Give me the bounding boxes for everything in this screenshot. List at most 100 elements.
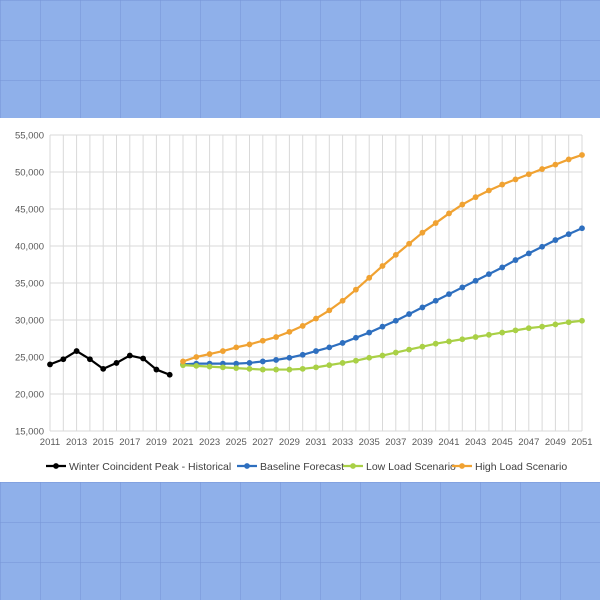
- x-tick-label: 2045: [492, 437, 513, 448]
- data-point: [419, 229, 426, 236]
- data-point: [472, 194, 479, 201]
- legend-marker-1: [244, 463, 250, 469]
- x-tick-label: 2023: [199, 437, 220, 448]
- data-point: [432, 297, 439, 304]
- data-point: [233, 365, 240, 371]
- data-point: [339, 297, 346, 304]
- data-point: [246, 360, 253, 366]
- data-point: [525, 325, 532, 332]
- data-point: [326, 362, 333, 369]
- data-point: [512, 327, 519, 334]
- series-lines: [47, 152, 585, 378]
- data-point: [565, 231, 572, 238]
- data-point: [499, 329, 506, 336]
- data-point: [512, 176, 519, 183]
- data-point: [499, 181, 506, 188]
- data-point: [419, 304, 426, 311]
- data-point: [273, 357, 279, 363]
- x-tick-label: 2027: [252, 437, 273, 448]
- data-point: [339, 340, 346, 346]
- data-point: [73, 348, 80, 354]
- legend-marker-2: [350, 463, 356, 469]
- data-point: [220, 348, 226, 354]
- data-point: [353, 334, 359, 341]
- data-point: [313, 364, 319, 371]
- x-tick-label: 2025: [226, 437, 247, 448]
- blurred-background-bottom: [0, 482, 600, 600]
- data-point: [286, 366, 293, 373]
- blurred-background-top: [0, 0, 600, 118]
- data-point: [459, 201, 466, 208]
- data-point: [87, 356, 93, 363]
- data-point: [259, 337, 266, 344]
- data-point: [299, 351, 306, 358]
- x-tick-label: 2029: [279, 437, 300, 448]
- x-tick-label: 2017: [119, 437, 140, 448]
- data-point: [299, 323, 306, 329]
- data-point: [579, 152, 585, 158]
- x-tick-label: 2021: [172, 437, 193, 448]
- data-point: [126, 352, 133, 359]
- data-point: [273, 366, 279, 373]
- series-line-0: [49, 349, 171, 376]
- data-point: [486, 187, 492, 194]
- data-point: [353, 286, 359, 293]
- data-point: [486, 331, 492, 338]
- data-point: [392, 317, 399, 324]
- y-tick-label: 30,000: [15, 316, 44, 327]
- y-tick-label: 20,000: [15, 390, 44, 401]
- data-point: [379, 323, 386, 330]
- legend-label-1: Baseline Forecast: [260, 461, 344, 473]
- data-point: [565, 156, 572, 163]
- data-point: [233, 344, 240, 351]
- data-point: [552, 161, 559, 168]
- x-tick-label: 2013: [66, 437, 87, 448]
- x-tick-label: 2049: [545, 437, 566, 448]
- y-tick-label: 35,000: [15, 279, 44, 290]
- x-tick-label: 2035: [359, 437, 380, 448]
- data-point: [539, 243, 545, 250]
- data-point: [353, 357, 359, 364]
- x-tick-label: 2043: [465, 437, 486, 448]
- data-point: [100, 365, 107, 372]
- data-point: [259, 366, 266, 373]
- data-point: [406, 240, 412, 247]
- data-point: [379, 352, 386, 359]
- x-tick-label: 2011: [40, 437, 60, 448]
- data-point: [486, 271, 492, 278]
- data-point: [525, 250, 532, 257]
- data-point: [259, 358, 266, 365]
- data-point: [313, 348, 319, 354]
- data-point: [379, 263, 386, 269]
- x-tick-label: 2041: [438, 437, 459, 448]
- data-point: [166, 371, 173, 378]
- data-point: [246, 341, 253, 348]
- y-axis-tick-labels: 15,000 20,000 25,000 30,000 35,000 40,000 45,0…: [15, 131, 44, 438]
- data-point: [472, 334, 479, 340]
- legend-label-3: High Load Scenario: [475, 461, 567, 473]
- data-point: [366, 354, 373, 361]
- x-tick-label: 2019: [146, 437, 167, 448]
- data-point: [446, 210, 452, 217]
- x-tick-label: 2033: [332, 437, 353, 448]
- data-point: [446, 338, 452, 345]
- data-point: [326, 344, 333, 351]
- data-point: [273, 334, 279, 340]
- x-tick-label: 2051: [571, 437, 592, 448]
- chart-card: 15,000 20,000 25,000 30,000 35,000 40,000 45,0…: [0, 118, 600, 482]
- data-point: [326, 307, 333, 314]
- data-point: [406, 311, 412, 317]
- y-tick-label: 50,000: [15, 168, 44, 179]
- x-tick-label: 2037: [385, 437, 406, 448]
- data-point: [579, 225, 585, 232]
- data-point: [552, 321, 559, 328]
- grid-lines: [49, 134, 583, 432]
- data-point: [180, 358, 186, 365]
- data-point: [406, 346, 412, 353]
- x-axis-tick-labels: 2011 2013 2015 2017 2019 2021 2023 2025 2027 2029…: [40, 437, 593, 448]
- data-point: [579, 317, 585, 324]
- data-point: [539, 166, 545, 172]
- line-chart: 15,000 20,000 25,000 30,000 35,000 40,000 45,0…: [15, 131, 593, 474]
- x-tick-label: 2047: [518, 437, 539, 448]
- y-tick-label: 45,000: [15, 205, 44, 216]
